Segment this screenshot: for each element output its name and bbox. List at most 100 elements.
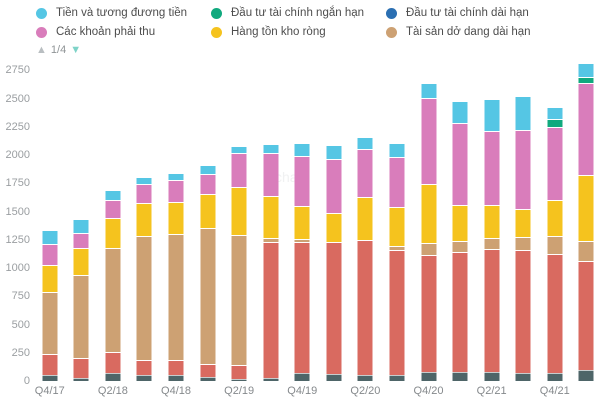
bar-Q2/18[interactable] (105, 190, 121, 381)
bar-segment[interactable] (515, 208, 531, 237)
bar-segment[interactable] (42, 244, 58, 266)
bar-segment[interactable] (484, 237, 500, 249)
bar-Q2/20[interactable] (357, 137, 373, 381)
bar-segment[interactable] (73, 218, 89, 233)
bar-segment[interactable] (421, 254, 437, 374)
bar-Q4/19[interactable] (294, 142, 310, 381)
bar-segment[interactable] (294, 206, 310, 240)
bar-segment[interactable] (484, 248, 500, 374)
bar-segment[interactable] (168, 375, 184, 381)
bar-segment[interactable] (263, 144, 279, 153)
bar-segment[interactable] (326, 212, 342, 243)
legend-item-2[interactable]: Đầu tư tài chính dài hạn (386, 5, 561, 21)
bar-segment[interactable] (136, 203, 152, 237)
legend-item-5[interactable]: Tài sản dở dang dài hạn (386, 24, 561, 40)
bar-segment[interactable] (105, 218, 121, 248)
bar-segment[interactable] (578, 83, 594, 175)
bar-segment[interactable] (484, 205, 500, 238)
bar-segment[interactable] (452, 100, 468, 124)
bar-segment[interactable] (326, 158, 342, 213)
bar-segment[interactable] (578, 260, 594, 371)
bar-segment[interactable] (263, 378, 279, 381)
bar-segment[interactable] (294, 242, 310, 375)
bar-segment[interactable] (452, 252, 468, 374)
bar-segment[interactable] (200, 377, 216, 381)
bar-segment[interactable] (578, 76, 594, 84)
bar-segment[interactable] (231, 146, 247, 154)
bar-segment[interactable] (168, 173, 184, 180)
legend-item-4[interactable]: Hàng tồn kho ròng (211, 24, 386, 40)
bar-segment[interactable] (42, 265, 58, 293)
bar-segment[interactable] (42, 292, 58, 355)
bar-Q1/21[interactable] (452, 100, 468, 381)
bar-segment[interactable] (484, 130, 500, 206)
bar-Q2/19[interactable] (231, 146, 247, 381)
bar-segment[interactable] (73, 232, 89, 249)
bar-segment[interactable] (294, 374, 310, 381)
bar-segment[interactable] (326, 145, 342, 159)
bar-segment[interactable] (105, 373, 121, 381)
bar-Q1/18[interactable] (73, 218, 89, 381)
bar-segment[interactable] (578, 370, 594, 381)
bar-segment[interactable] (421, 243, 437, 255)
bar-segment[interactable] (326, 242, 342, 375)
bar-Q1/20[interactable] (326, 145, 342, 381)
bar-segment[interactable] (452, 204, 468, 242)
bar-segment[interactable] (357, 137, 373, 149)
bar-segment[interactable] (200, 173, 216, 194)
bar-segment[interactable] (105, 200, 121, 219)
bar-segment[interactable] (263, 152, 279, 196)
bar-Q4/17[interactable] (42, 229, 58, 381)
bar-segment[interactable] (515, 374, 531, 381)
bar-segment[interactable] (136, 376, 152, 381)
bar-segment[interactable] (389, 245, 405, 250)
bar-segment[interactable] (547, 199, 563, 236)
bar-Q3/21[interactable] (515, 96, 531, 381)
bar-segment[interactable] (231, 153, 247, 187)
bar-segment[interactable] (357, 240, 373, 376)
bar-segment[interactable] (136, 176, 152, 185)
legend-item-0[interactable]: Tiền và tương đương tiền (36, 5, 211, 21)
legend-item-1[interactable]: Đầu tư tài chính ngắn hạn (211, 5, 386, 21)
bar-Q3/18[interactable] (136, 176, 152, 381)
bar-segment[interactable] (578, 174, 594, 241)
bar-segment[interactable] (515, 236, 531, 251)
bar-segment[interactable] (73, 378, 89, 381)
bar-segment[interactable] (200, 193, 216, 229)
bar-segment[interactable] (263, 238, 279, 243)
bar-segment[interactable] (547, 373, 563, 381)
bar-segment[interactable] (547, 235, 563, 255)
bar-segment[interactable] (515, 96, 531, 130)
bar-Q3/19[interactable] (263, 144, 279, 381)
bar-segment[interactable] (42, 375, 58, 381)
bar-segment[interactable] (357, 148, 373, 197)
bar-segment[interactable] (421, 373, 437, 381)
bar-segment[interactable] (105, 247, 121, 352)
bar-segment[interactable] (42, 229, 58, 245)
bar-segment[interactable] (231, 186, 247, 235)
bar-segment[interactable] (421, 82, 437, 98)
bar-segment[interactable] (389, 207, 405, 246)
bar-segment[interactable] (168, 233, 184, 361)
bar-segment[interactable] (73, 274, 89, 358)
bar-segment[interactable] (42, 354, 58, 376)
bar-segment[interactable] (547, 107, 563, 119)
bar-segment[interactable] (168, 179, 184, 202)
bar-segment[interactable] (515, 129, 531, 209)
bar-segment[interactable] (294, 142, 310, 157)
bar-segment[interactable] (452, 373, 468, 381)
bar-segment[interactable] (547, 254, 563, 374)
bar-segment[interactable] (73, 357, 89, 379)
bar-Q4/21[interactable] (547, 107, 563, 381)
bar-Q1/22[interactable] (578, 62, 594, 381)
bar-Q4/20[interactable] (421, 82, 437, 381)
bar-segment[interactable] (136, 184, 152, 204)
bar-segment[interactable] (452, 123, 468, 205)
bar-segment[interactable] (484, 373, 500, 381)
bar-segment[interactable] (294, 239, 310, 243)
bar-segment[interactable] (168, 360, 184, 376)
bar-segment[interactable] (231, 234, 247, 366)
bar-segment[interactable] (136, 236, 152, 361)
bar-segment[interactable] (389, 376, 405, 381)
bar-segment[interactable] (421, 183, 437, 244)
